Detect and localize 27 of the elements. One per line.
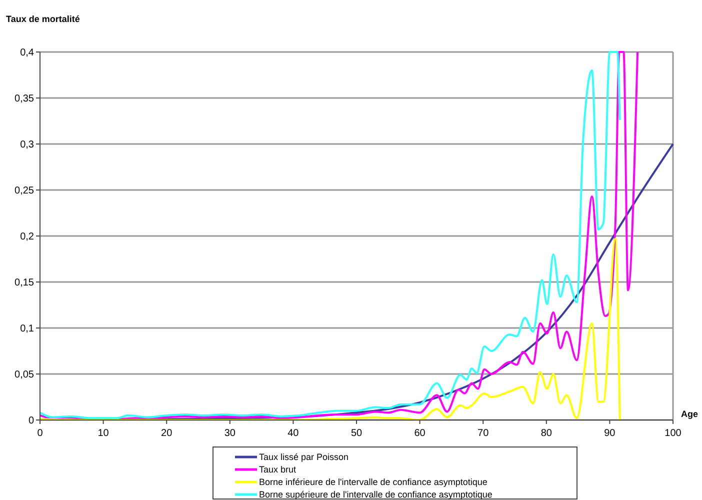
x-tick-label: 20 xyxy=(161,428,173,439)
y-axis-title: Taux de mortalité xyxy=(6,14,80,24)
legend-label: Taux brut xyxy=(259,464,297,475)
y-tick-label: 0,1 xyxy=(20,324,34,334)
y-tick-label: 0,4 xyxy=(20,48,34,58)
legend-label: Borne supérieure de l'intervalle de confiance asymptotique xyxy=(259,490,492,500)
x-tick-label: 70 xyxy=(478,428,490,439)
x-tick-label: 0 xyxy=(37,428,44,439)
y-tick-label: 0,15 xyxy=(14,278,34,288)
y-tick-label: 0,25 xyxy=(14,186,34,196)
x-tick-label: 60 xyxy=(414,428,426,439)
x-tick-label: 100 xyxy=(664,428,682,439)
legend-label: Taux lissé par Poisson xyxy=(259,452,349,462)
x-tick-label: 90 xyxy=(604,428,616,439)
legend-label: Borne inférieure de l'intervalle de confiance asymptotique xyxy=(259,477,488,488)
y-tick-label: 0 xyxy=(28,416,34,426)
x-tick-label: 80 xyxy=(540,428,552,439)
y-tick-label: 0,2 xyxy=(20,232,34,242)
x-tick-label: 10 xyxy=(98,428,110,439)
y-tick-label: 0,3 xyxy=(20,140,34,150)
x-axis-title: Age xyxy=(680,409,698,419)
y-tick-label: 0,05 xyxy=(14,370,34,380)
x-tick-label: 30 xyxy=(224,428,236,439)
line-series xyxy=(39,238,621,421)
x-tick-label: 50 xyxy=(350,428,362,439)
y-tick-label: 0,35 xyxy=(14,94,34,104)
x-tick-label: 40 xyxy=(288,428,300,439)
